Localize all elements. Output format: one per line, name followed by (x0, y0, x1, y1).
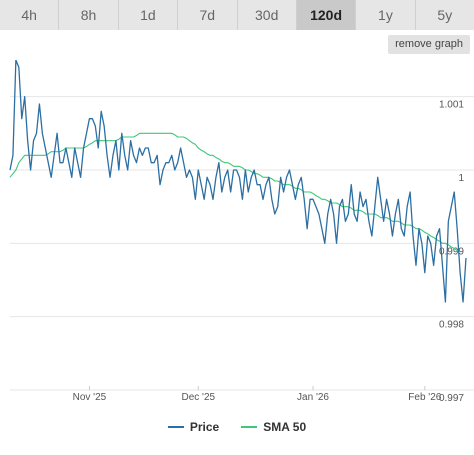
sma-line (9, 132, 461, 252)
x-tick-label: Dec '25 (181, 392, 215, 403)
price-line (9, 60, 467, 303)
x-tick-label: Feb '26 (408, 392, 441, 403)
sma-swatch-icon (241, 426, 258, 428)
x-tick-label: Jan '26 (297, 392, 329, 403)
remove-graph-button[interactable]: remove graph (388, 35, 470, 54)
legend-item-price[interactable]: Price (167, 420, 220, 434)
tab-1y[interactable]: 1y (356, 0, 416, 30)
tab-7d[interactable]: 7d (178, 0, 238, 30)
y-axis-labels: 1.001 1 0.999 0.998 0.997 (439, 100, 464, 404)
tab-8h[interactable]: 8h (59, 0, 119, 30)
tab-120d[interactable]: 120d (296, 0, 357, 30)
tab-4h[interactable]: 4h (0, 0, 60, 30)
y-tick-label: 0.999 (439, 246, 464, 257)
x-axis-labels: Nov '25 Dec '25 Jan '26 Feb '26 (73, 386, 442, 403)
x-tick-label: Nov '25 (73, 392, 107, 403)
y-tick-label: 1 (458, 173, 464, 184)
price-swatch-icon (167, 426, 184, 428)
grid-lines (10, 96, 474, 391)
y-tick-label: 0.998 (439, 320, 464, 331)
legend-item-sma[interactable]: SMA 50 (241, 420, 306, 434)
timeframe-tabs: 4h 8h 1d 7d 30d 120d 1y 5y (0, 0, 474, 30)
chart-legend: Price SMA 50 (0, 420, 474, 434)
y-tick-label: 1.001 (439, 100, 464, 111)
price-chart: 1.001 1 0.999 0.998 0.997 Nov '25 Dec '25 Jan … (9, 60, 474, 404)
y-tick-label: 0.997 (439, 393, 464, 404)
tab-1d[interactable]: 1d (118, 0, 179, 30)
legend-label-sma: SMA 50 (263, 420, 307, 434)
tab-30d[interactable]: 30d (237, 0, 297, 30)
series-lines (9, 60, 467, 303)
tab-5y[interactable]: 5y (415, 0, 474, 30)
legend-label-price: Price (189, 420, 220, 434)
